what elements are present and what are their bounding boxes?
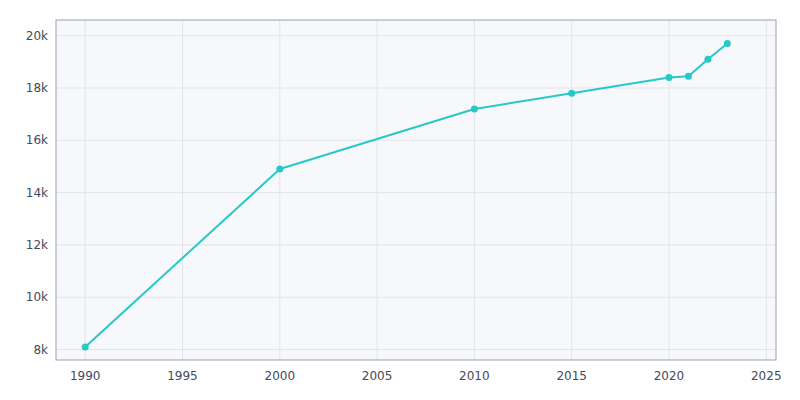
- point: [82, 343, 89, 350]
- y-tick-label: 12k: [26, 238, 48, 252]
- point: [471, 105, 478, 112]
- grid: [56, 20, 776, 360]
- grid-line-x: [85, 20, 86, 360]
- x-tick-label: 2010: [459, 369, 490, 383]
- grid-line-x: [474, 20, 475, 360]
- chart: 1990 1995 2000 2005 2010 2015 2020 2025 8k 10k 12k…: [0, 0, 800, 400]
- grid-line-y: [56, 140, 776, 141]
- x-tick-label: 2015: [556, 369, 587, 383]
- grid-line-x: [571, 20, 572, 360]
- grid-line-y: [56, 88, 776, 89]
- point: [704, 56, 711, 63]
- y-tick-label: 20k: [26, 29, 48, 43]
- grid-line-x: [668, 20, 669, 360]
- point: [568, 90, 575, 97]
- x-tick-label: 1995: [167, 369, 198, 383]
- grid-line-y: [56, 349, 776, 350]
- grid-line-y: [56, 244, 776, 245]
- x-tick-label: 2025: [751, 369, 782, 383]
- grid-line-x: [279, 20, 280, 360]
- y-tick-label: 10k: [26, 290, 48, 304]
- y-tick-label: 8k: [33, 343, 48, 357]
- point: [276, 166, 283, 173]
- x-tick-label: 2005: [362, 369, 393, 383]
- chart-container: 1990 1995 2000 2005 2010 2015 2020 2025 8k 10k 12k…: [0, 0, 800, 400]
- y-tick-label: 14k: [26, 186, 48, 200]
- grid-line-x: [182, 20, 183, 360]
- x-tick-label: 2020: [654, 369, 685, 383]
- grid-line-x: [766, 20, 767, 360]
- plot-frame: [56, 20, 776, 360]
- grid-line-y: [56, 35, 776, 36]
- y-tick-label: 18k: [26, 81, 48, 95]
- grid-line-y: [56, 192, 776, 193]
- series: [82, 40, 731, 350]
- x-tick-label: 2000: [265, 369, 296, 383]
- axes: 1990 1995 2000 2005 2010 2015 2020 2025 8k 10k 12k…: [26, 29, 782, 383]
- grid-line-x: [377, 20, 378, 360]
- point: [685, 73, 692, 80]
- point: [724, 40, 731, 47]
- grid-line-y: [56, 297, 776, 298]
- x-tick-label: 1990: [70, 369, 101, 383]
- plot-background: [56, 20, 776, 360]
- line: [85, 44, 727, 347]
- point: [665, 74, 672, 81]
- y-tick-label: 16k: [26, 133, 48, 147]
